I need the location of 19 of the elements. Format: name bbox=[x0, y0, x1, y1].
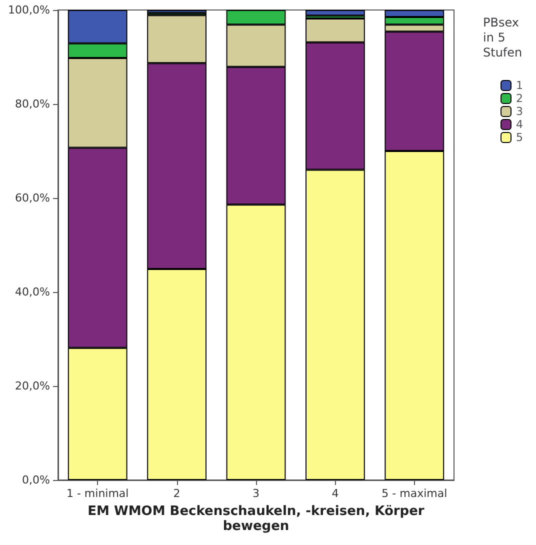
legend-label: 3 bbox=[516, 105, 523, 118]
y-tick-label: 100,0% bbox=[8, 4, 50, 16]
y-tick-label: 40,0% bbox=[15, 286, 50, 298]
legend-label: 2 bbox=[516, 92, 523, 105]
x-tick-label: 3 bbox=[252, 487, 260, 500]
legend-label: 1 bbox=[516, 79, 523, 92]
y-tick-label: 20,0% bbox=[15, 380, 50, 392]
legend-title: PBsex in 5 Stufen bbox=[483, 16, 522, 60]
y-tick-label: 60,0% bbox=[15, 192, 50, 204]
x-tick-label: 4 bbox=[332, 487, 339, 500]
bar bbox=[306, 10, 365, 16]
x-tick-label: 1 - minimal bbox=[66, 487, 129, 500]
legend-label: 4 bbox=[516, 118, 523, 131]
x-axis-title: EM WMOM Beckenschaukeln, -kreisen, Körper bewegen bbox=[88, 504, 425, 534]
legend-label: 5 bbox=[516, 131, 523, 144]
y-tick-label: 0,0% bbox=[22, 474, 50, 486]
x-tick-label: 2 bbox=[173, 487, 180, 500]
x-tick-label: 5 - maximal bbox=[382, 487, 448, 500]
y-tick-label: 80,0% bbox=[15, 98, 50, 110]
